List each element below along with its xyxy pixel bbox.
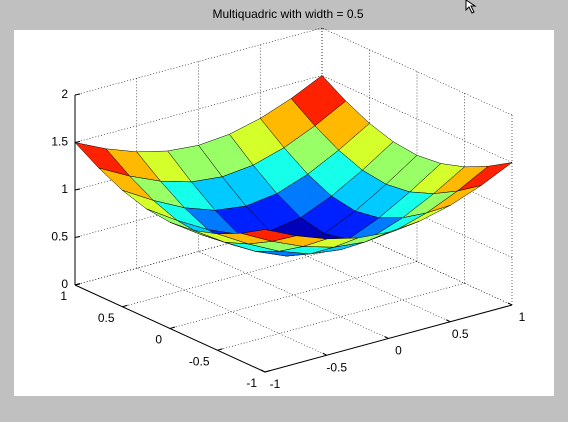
z-tick-label: 1 — [61, 182, 68, 196]
tick-mark — [507, 302, 513, 306]
tick-mark — [264, 370, 271, 373]
y-tick-label: -0.5 — [189, 354, 210, 368]
tick-mark — [74, 141, 81, 143]
tick-mark — [74, 188, 81, 191]
tick-mark — [446, 319, 451, 323]
x-tick-label: 1 — [519, 310, 526, 324]
z-tick-label: 0 — [61, 277, 68, 291]
tick-mark — [74, 236, 81, 238]
grid-line — [74, 75, 323, 143]
grid-line — [169, 261, 418, 329]
grid-line — [74, 27, 323, 96]
z-tick-label: 0.5 — [51, 230, 68, 244]
y-tick-label: -1 — [246, 376, 257, 390]
y-tick-label: 0.5 — [98, 311, 115, 325]
tick-mark — [217, 348, 223, 351]
chart-title: Multiquadric with width = 0.5 — [212, 7, 363, 21]
x-tick-label: 0.5 — [452, 327, 469, 341]
grid-line — [198, 251, 389, 339]
surface-patch — [241, 229, 296, 242]
tick-mark — [169, 326, 176, 329]
y-tick-label: 1 — [60, 289, 67, 303]
z-tick-label: 1.5 — [51, 135, 68, 149]
tick-mark — [74, 283, 81, 286]
tick-mark — [74, 93, 81, 96]
x-tick-label: 0 — [395, 344, 402, 358]
mouse-cursor — [465, 0, 477, 14]
grid-line — [136, 267, 327, 356]
tick-mark — [122, 304, 128, 308]
x-tick-label: -1 — [270, 377, 281, 391]
z-tick-label: 2 — [61, 87, 68, 101]
tick-mark — [322, 352, 327, 356]
tick-mark — [384, 336, 389, 339]
grid-line — [321, 27, 513, 116]
grid-line — [217, 282, 465, 351]
tick-mark — [260, 369, 266, 373]
grid-line — [321, 75, 513, 163]
y-tick-label: 0 — [155, 333, 162, 347]
x-tick-label: -0.5 — [326, 360, 347, 374]
